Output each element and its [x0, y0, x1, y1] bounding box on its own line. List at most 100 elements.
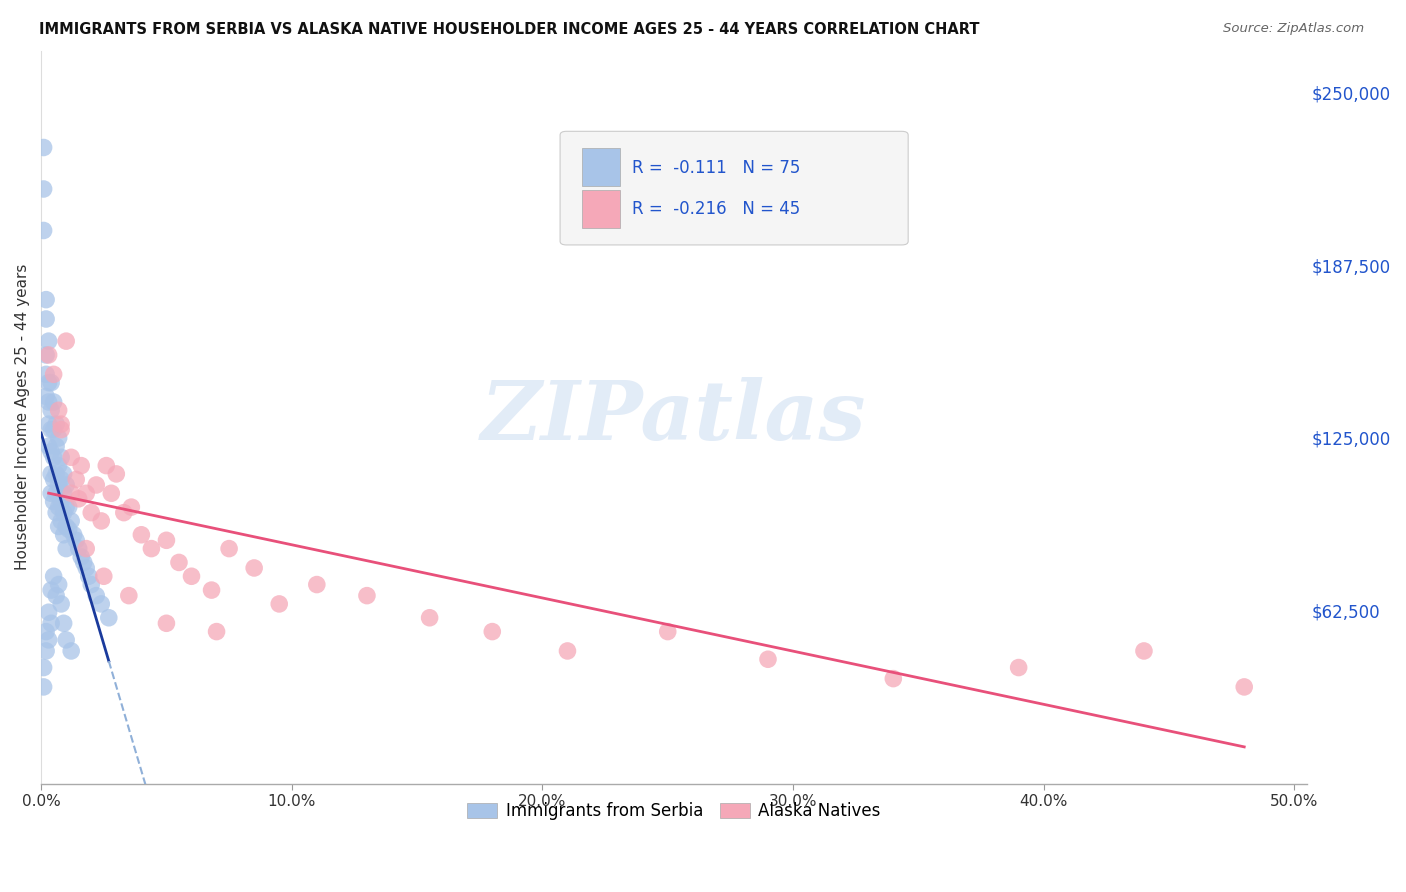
Point	[38, 439, 60, 453]
Point	[45, 417, 67, 431]
Point	[60, 450, 83, 465]
Point	[32, 223, 55, 237]
Point	[70, 549, 93, 564]
Point	[32, 182, 55, 196]
Bar	[582, 148, 620, 186]
Point	[557, 644, 579, 658]
Point	[75, 486, 97, 500]
Point	[35, 368, 58, 382]
Point	[32, 140, 55, 154]
Point	[39, 444, 62, 458]
Point	[52, 616, 75, 631]
Point	[67, 491, 90, 506]
Point	[45, 467, 67, 481]
Point	[38, 417, 60, 431]
Point	[100, 486, 122, 500]
Point	[38, 632, 60, 647]
Point	[200, 583, 222, 598]
Point	[55, 500, 77, 515]
Text: ZIPatlas: ZIPatlas	[481, 377, 866, 458]
Point	[305, 577, 328, 591]
Point	[35, 312, 58, 326]
Point	[38, 395, 60, 409]
Text: Source: ZipAtlas.com: Source: ZipAtlas.com	[1223, 22, 1364, 36]
Point	[39, 467, 62, 481]
Point	[51, 450, 73, 465]
Point	[42, 569, 65, 583]
Point	[51, 514, 73, 528]
Point	[35, 348, 58, 362]
Point	[42, 423, 65, 437]
Point	[39, 376, 62, 390]
Point	[205, 624, 228, 639]
Point	[48, 458, 70, 473]
Point	[48, 478, 70, 492]
Point	[42, 395, 65, 409]
Point	[131, 528, 153, 542]
Point	[51, 494, 73, 508]
Point	[84, 478, 107, 492]
FancyBboxPatch shape	[560, 131, 908, 245]
Point	[35, 389, 58, 403]
Point	[80, 577, 103, 591]
Point	[62, 528, 84, 542]
Point	[38, 605, 60, 619]
Point	[75, 561, 97, 575]
Point	[52, 528, 75, 542]
Point	[52, 486, 75, 500]
Point	[269, 597, 291, 611]
Legend: Immigrants from Serbia, Alaska Natives: Immigrants from Serbia, Alaska Natives	[461, 796, 887, 827]
Point	[105, 467, 128, 481]
Point	[80, 506, 103, 520]
Point	[65, 472, 87, 486]
Point	[55, 478, 77, 492]
Point	[180, 569, 202, 583]
Point	[39, 583, 62, 598]
Point	[45, 486, 67, 500]
Point	[48, 403, 70, 417]
Point	[218, 541, 240, 556]
Point	[60, 644, 83, 658]
Point	[52, 467, 75, 481]
Point	[882, 672, 904, 686]
Point	[48, 577, 70, 591]
Point	[48, 519, 70, 533]
Point	[70, 458, 93, 473]
Point	[35, 293, 58, 307]
Point	[73, 556, 96, 570]
Point	[39, 616, 62, 631]
Point	[35, 644, 58, 658]
Point	[65, 533, 87, 548]
Point	[55, 632, 77, 647]
Point	[90, 514, 112, 528]
Point	[167, 556, 190, 570]
Point	[42, 472, 65, 486]
Bar	[582, 190, 620, 228]
Point	[51, 472, 73, 486]
Point	[112, 506, 135, 520]
Point	[118, 589, 141, 603]
Point	[45, 506, 67, 520]
Point	[55, 334, 77, 348]
Point	[51, 417, 73, 431]
Point	[120, 500, 142, 515]
Point	[45, 439, 67, 453]
Point	[155, 533, 177, 548]
Point	[481, 624, 503, 639]
Point	[93, 569, 115, 583]
Point	[51, 423, 73, 437]
Point	[42, 450, 65, 465]
Point	[84, 589, 107, 603]
Point	[419, 611, 441, 625]
Point	[90, 597, 112, 611]
Text: IMMIGRANTS FROM SERBIA VS ALASKA NATIVE HOUSEHOLDER INCOME AGES 25 - 44 YEARS CO: IMMIGRANTS FROM SERBIA VS ALASKA NATIVE …	[39, 22, 980, 37]
Point	[32, 660, 55, 674]
Point	[657, 624, 679, 639]
Point	[77, 569, 100, 583]
Point	[52, 506, 75, 520]
Point	[42, 368, 65, 382]
Point	[155, 616, 177, 631]
Point	[39, 423, 62, 437]
Point	[96, 458, 118, 473]
Point	[32, 680, 55, 694]
